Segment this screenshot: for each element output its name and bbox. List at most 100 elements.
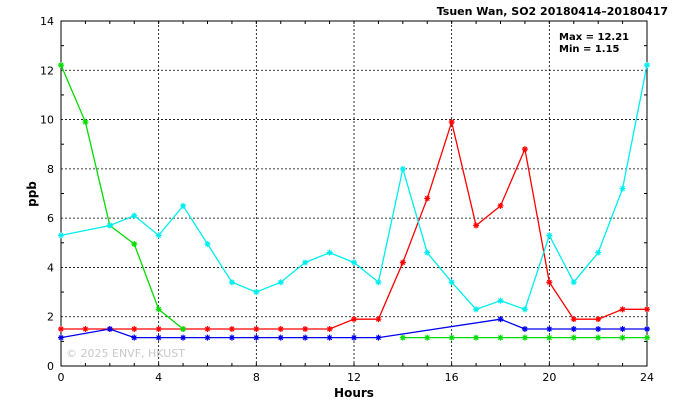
data-point xyxy=(570,279,577,286)
data-point xyxy=(253,334,260,341)
x-axis-title: Hours xyxy=(334,386,374,400)
data-point xyxy=(351,259,357,266)
data-point xyxy=(82,326,89,333)
series-line xyxy=(60,318,647,339)
series-layer xyxy=(58,62,650,341)
y-tick-label: 2 xyxy=(47,311,54,324)
data-point xyxy=(497,316,504,323)
data-point xyxy=(228,334,235,341)
data-point xyxy=(351,316,357,323)
data-point xyxy=(375,316,382,323)
data-point xyxy=(570,334,577,341)
data-point xyxy=(58,334,64,341)
data-point xyxy=(570,326,577,333)
data-point xyxy=(521,326,528,333)
data-point xyxy=(180,334,187,341)
data-point xyxy=(204,241,211,248)
data-point xyxy=(228,279,235,286)
data-point xyxy=(302,326,309,333)
y-axis-title: ppb xyxy=(25,181,39,207)
min-annotation: Min = 1.15 xyxy=(559,44,620,55)
y-tick-label: 8 xyxy=(47,163,54,176)
data-point xyxy=(106,222,113,229)
data-point xyxy=(302,334,309,341)
data-point xyxy=(106,326,113,333)
data-point xyxy=(521,334,528,341)
data-point xyxy=(326,249,333,256)
y-tick-label: 4 xyxy=(47,261,54,274)
x-tick-label: 20 xyxy=(542,371,556,384)
watermark: © 2025 ENVF, HKUST xyxy=(66,347,185,360)
data-point xyxy=(228,326,235,333)
x-tick-label: 0 xyxy=(58,371,65,384)
series-line xyxy=(60,64,648,311)
x-tick-label: 4 xyxy=(155,371,162,384)
x-tick-label: 12 xyxy=(347,371,361,384)
data-point xyxy=(644,326,650,333)
data-point xyxy=(619,185,626,192)
y-tick-label: 10 xyxy=(40,114,54,127)
chart-title: Tsuen Wan, SO2 20180414–20180417 xyxy=(437,5,668,18)
data-point xyxy=(644,334,650,341)
data-point xyxy=(351,334,357,341)
data-point xyxy=(424,249,431,256)
data-point xyxy=(595,334,602,341)
y-axis: 0 2 4 6 8 10 12 14 xyxy=(40,15,647,373)
data-point xyxy=(570,316,577,323)
y-tick-label: 0 xyxy=(47,360,54,373)
data-point xyxy=(204,334,211,341)
data-point xyxy=(546,334,553,341)
data-point xyxy=(595,326,602,333)
data-point xyxy=(399,259,406,266)
data-point xyxy=(155,306,162,313)
data-point xyxy=(546,326,553,333)
data-point xyxy=(131,334,138,341)
data-point xyxy=(180,326,187,333)
data-point xyxy=(644,62,650,69)
data-point xyxy=(473,334,480,341)
data-point xyxy=(619,306,626,313)
data-point xyxy=(497,297,504,304)
series-line xyxy=(60,64,184,330)
data-point xyxy=(399,334,406,341)
data-point xyxy=(131,212,138,219)
data-point xyxy=(521,306,528,313)
series-1 xyxy=(58,62,650,341)
data-point xyxy=(253,326,260,333)
x-axis: 0 4 8 12 16 20 24 xyxy=(58,21,654,384)
data-point xyxy=(375,279,382,286)
data-point xyxy=(448,119,455,126)
data-point xyxy=(448,334,455,341)
data-point xyxy=(155,232,162,239)
x-tick-label: 24 xyxy=(640,371,654,384)
data-point xyxy=(253,289,260,296)
data-point xyxy=(326,334,333,341)
max-annotation: Max = 12.21 xyxy=(559,32,629,43)
data-point xyxy=(424,334,431,341)
data-point xyxy=(448,279,455,286)
data-point xyxy=(595,316,602,323)
data-point xyxy=(473,222,480,229)
data-point xyxy=(546,232,553,239)
x-tick-label: 8 xyxy=(253,371,260,384)
data-point xyxy=(58,326,64,333)
data-point xyxy=(204,326,211,333)
data-point xyxy=(424,195,431,202)
data-point xyxy=(546,279,553,286)
data-point xyxy=(644,306,650,313)
data-point xyxy=(619,326,626,333)
data-point xyxy=(131,326,138,333)
data-point xyxy=(497,334,504,341)
series-3 xyxy=(58,62,650,313)
data-point xyxy=(155,326,162,333)
data-point xyxy=(131,241,138,248)
data-point xyxy=(58,62,64,69)
data-point xyxy=(619,334,626,341)
data-point xyxy=(326,326,333,333)
data-point xyxy=(277,326,284,333)
data-point xyxy=(399,165,406,172)
grid xyxy=(61,21,647,366)
data-point xyxy=(277,334,284,341)
data-point xyxy=(497,202,504,209)
y-tick-label: 12 xyxy=(40,64,54,77)
